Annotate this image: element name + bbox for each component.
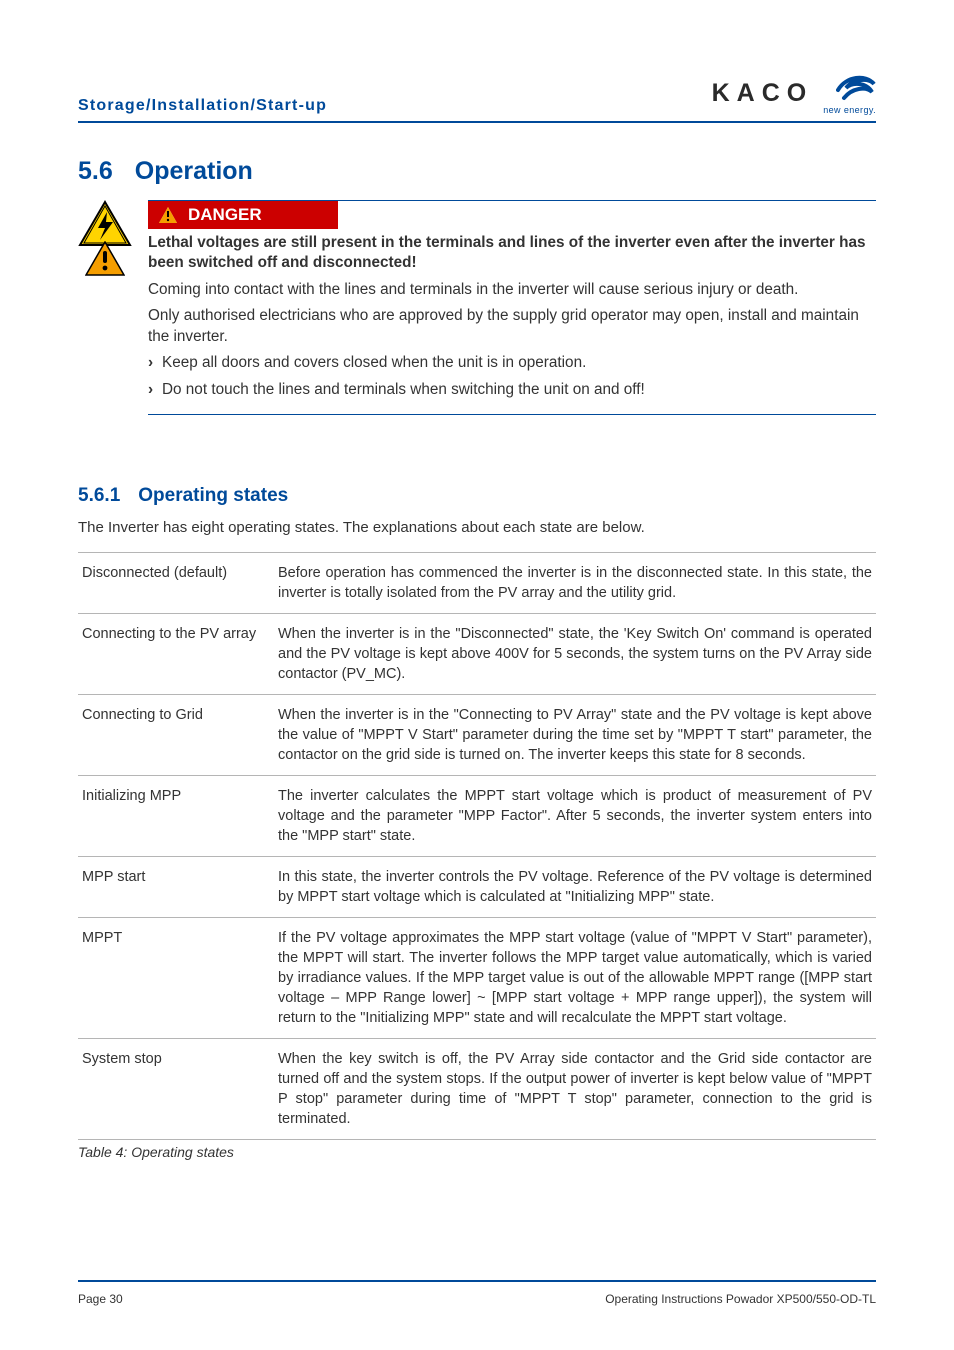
table-row: MPP start In this state, the inverter co… bbox=[78, 857, 876, 918]
warning-triangle-icon bbox=[158, 206, 178, 224]
danger-bold-text: Lethal voltages are still present in the… bbox=[148, 233, 876, 274]
operating-states-table: Disconnected (default) Before operation … bbox=[78, 552, 876, 1140]
state-description: In this state, the inverter controls the… bbox=[278, 867, 872, 907]
state-description: If the PV voltage approximates the MPP s… bbox=[278, 928, 872, 1028]
state-name: MPP start bbox=[82, 867, 278, 907]
table-row: Disconnected (default) Before operation … bbox=[78, 553, 876, 614]
section-heading: 5.6 Operation bbox=[78, 157, 876, 186]
header-section-label: Storage/Installation/Start-up bbox=[78, 97, 327, 115]
table-row: Initializing MPP The inverter calculates… bbox=[78, 776, 876, 857]
state-description: When the inverter is in the "Connecting … bbox=[278, 705, 872, 765]
page-header: Storage/Installation/Start-up KACO new e… bbox=[78, 72, 876, 123]
state-description: Before operation has commenced the inver… bbox=[278, 563, 872, 603]
danger-callout: DANGER Lethal voltages are still present… bbox=[78, 200, 876, 415]
state-name: System stop bbox=[82, 1049, 278, 1129]
state-description: When the inverter is in the "Disconnecte… bbox=[278, 624, 872, 684]
state-name: Connecting to the PV array bbox=[82, 624, 278, 684]
danger-bullet-1: Keep all doors and covers closed when th… bbox=[148, 353, 876, 373]
danger-label: DANGER bbox=[188, 205, 262, 225]
footer-document-title: Operating Instructions Powador XP500/550… bbox=[605, 1292, 876, 1306]
table-row: System stop When the key switch is off, … bbox=[78, 1039, 876, 1140]
logo-text: KACO bbox=[712, 79, 814, 108]
logo-subtext: new energy. bbox=[823, 105, 876, 115]
brand-logo: KACO new energy. bbox=[712, 72, 876, 115]
section-number: 5.6 bbox=[78, 157, 113, 186]
state-description: The inverter calculates the MPPT start v… bbox=[278, 786, 872, 846]
swirl-icon bbox=[836, 72, 876, 107]
danger-bullet-2: Do not touch the lines and terminals whe… bbox=[148, 380, 876, 400]
danger-paragraph-1: Coming into contact with the lines and t… bbox=[148, 280, 876, 300]
page-footer: Page 30 Operating Instructions Powador X… bbox=[78, 1280, 876, 1306]
table-caption: Table 4: Operating states bbox=[78, 1144, 876, 1160]
table-row: Connecting to the PV array When the inve… bbox=[78, 614, 876, 695]
table-row: Connecting to Grid When the inverter is … bbox=[78, 695, 876, 776]
state-name: Connecting to Grid bbox=[82, 705, 278, 765]
table-row: MPPT If the PV voltage approximates the … bbox=[78, 918, 876, 1039]
state-name: MPPT bbox=[82, 928, 278, 1028]
danger-label-bar: DANGER bbox=[148, 201, 338, 229]
subsection-title: Operating states bbox=[138, 485, 288, 507]
state-name: Disconnected (default) bbox=[82, 563, 278, 603]
subsection-intro: The Inverter has eight operating states.… bbox=[78, 519, 876, 536]
general-warning-icon bbox=[85, 241, 125, 282]
danger-paragraph-2: Only authorised electricians who are app… bbox=[148, 306, 876, 347]
section-title: Operation bbox=[135, 157, 253, 186]
state-name: Initializing MPP bbox=[82, 786, 278, 846]
subsection-heading: 5.6.1 Operating states bbox=[78, 485, 876, 507]
footer-page-number: Page 30 bbox=[78, 1292, 123, 1306]
state-description: When the key switch is off, the PV Array… bbox=[278, 1049, 872, 1129]
subsection-number: 5.6.1 bbox=[78, 485, 120, 507]
